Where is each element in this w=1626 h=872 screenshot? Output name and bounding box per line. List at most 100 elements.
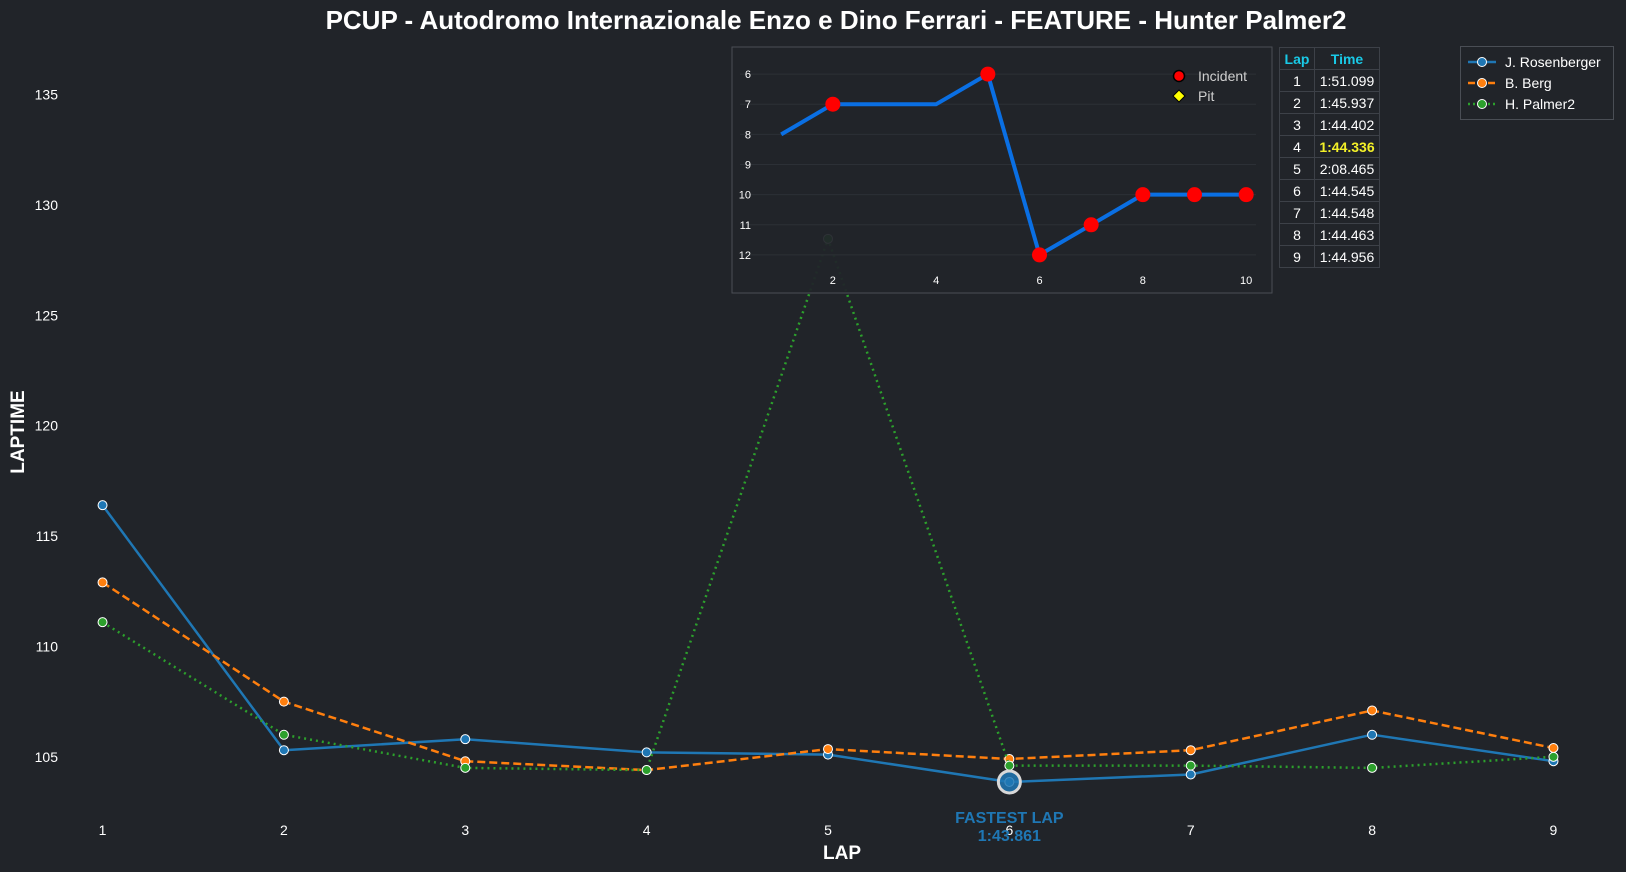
position-line [780,72,1247,257]
lap-time: 2:08.465 [1314,157,1380,180]
lap-number: 5 [1279,157,1315,180]
pit-legend-marker [1172,89,1186,103]
legend-label-rosenberger: J. Rosenberger [1505,53,1601,70]
inset-x-tick-label: 6 [1036,275,1042,287]
lap-time: 1:44.463 [1314,223,1380,246]
lap-number: 3 [1279,113,1315,136]
data-point-palmer [278,729,289,740]
data-point-palmer [1004,760,1015,771]
incident-marker [1187,187,1202,203]
series-line-palmer [101,237,1554,772]
data-point-palmer [641,765,652,776]
lap-time: 1:45.937 [1314,91,1380,114]
table-row: 5 2:08.465 [1279,157,1380,180]
lap-times-table: Lap Time 1 1:51.099 2 1:45.937 3 1:44.402 4… [1279,47,1380,268]
legend-marker-berg [1468,77,1496,88]
lap-time: 1:44.336 [1314,135,1380,158]
table-row: 6 1:44.545 [1279,179,1380,202]
inset-x-tick-label: 2 [830,275,836,287]
incident-marker [1135,187,1151,203]
inset-x-tick-label: 4 [933,275,939,287]
incident-marker [1238,187,1254,203]
lap-time: 1:44.956 [1314,245,1380,268]
y-tick-label: 105 [35,749,59,765]
fastest-lap-label: FASTEST LAP [955,810,1064,827]
data-point-palmer [1367,762,1378,773]
data-point-berg [1367,705,1378,716]
lap-number: 1 [1279,69,1315,92]
fastest-lap-time: 1:43.861 [978,828,1041,845]
legend-item-berg: B. Berg [1467,72,1607,93]
inset-y-tick-label: 11 [740,220,751,232]
y-tick-label: 130 [35,197,59,213]
legend-item-rosenberger: J. Rosenberger [1467,51,1607,72]
inset-y-tick-label: 7 [745,99,751,111]
data-point-palmer [1548,751,1559,762]
lap-number: 8 [1279,223,1315,246]
data-point-rosenberger [641,747,652,758]
data-point-palmer [97,617,108,628]
lap-time: 1:44.402 [1314,113,1380,136]
table-row: 8 1:44.463 [1279,223,1380,246]
data-point-palmer [460,762,471,773]
lap-number: 9 [1279,245,1315,268]
data-point-rosenberger [460,734,471,745]
x-tick-label: 3 [461,822,469,838]
inset-y-tick-label: 6 [745,69,751,81]
y-tick-label: 125 [35,307,59,323]
table-row: 2 1:45.937 [1279,91,1380,114]
time-column-header: Time [1314,47,1380,70]
data-point-berg [97,577,108,588]
data-point-rosenberger [278,745,289,756]
x-tick-label: 2 [280,822,288,838]
x-tick-label: 9 [1550,822,1558,838]
lap-time: 1:44.548 [1314,201,1380,224]
incident-marker [1032,247,1047,263]
x-tick-label: 4 [643,822,651,838]
incident-marker [980,66,996,82]
data-point-palmer [1185,760,1196,771]
data-point-rosenberger [1185,769,1196,780]
legend-marker-palmer [1468,98,1496,109]
data-point-rosenberger [1367,729,1378,740]
incident-legend-label: Incident [1198,68,1247,84]
series-line-rosenberger [101,504,1554,784]
position-inset: 6 7 8 9 10 11 12 2 4 6 8 10 Incident Pit [731,46,1273,294]
inset-y-tick-label: 10 [739,190,751,202]
legend-label-berg: B. Berg [1505,74,1552,91]
inset-y-tick-label: 12 [739,250,751,262]
lap-time: 1:44.545 [1314,179,1380,202]
table-row: 1 1:51.099 [1279,69,1380,92]
data-point-berg [1548,742,1559,753]
legend-marker-rosenberger [1468,56,1496,67]
lap-number: 4 [1279,135,1315,158]
x-tick-label: 6 [1005,822,1013,838]
y-tick-label: 115 [36,528,59,544]
y-axis-label: LAPTIME [8,390,29,473]
table-row: 9 1:44.956 [1279,245,1380,268]
table-row: 7 1:44.548 [1279,201,1380,224]
x-tick-label: 5 [824,822,832,838]
lap-number: 6 [1279,179,1315,202]
inset-x-tick-label: 10 [1240,275,1252,287]
y-tick-label: 110 [36,638,59,654]
x-tick-label: 1 [99,822,107,838]
series-legend: J. Rosenberger B. Berg H. Palmer2 [1460,46,1614,120]
inset-y-tick-label: 8 [745,129,751,141]
pit-legend-label: Pit [1198,88,1214,104]
inset-x-tick-label: 8 [1140,275,1146,287]
data-point-berg [1185,745,1196,756]
lap-time: 1:51.099 [1314,69,1380,92]
chart-title: PCUP - Autodromo Internazionale Enzo e D… [326,5,1347,35]
x-axis-label: LAP [823,843,861,864]
x-tick-label: 8 [1368,822,1376,838]
x-tick-label: 7 [1187,822,1195,838]
y-tick-label: 135 [35,87,59,103]
lap-table-header: Lap Time [1279,47,1380,70]
legend-item-palmer: H. Palmer2 [1467,93,1607,114]
incident-marker [825,96,841,112]
incident-marker [1083,217,1099,233]
incident-legend-marker [1172,69,1186,83]
